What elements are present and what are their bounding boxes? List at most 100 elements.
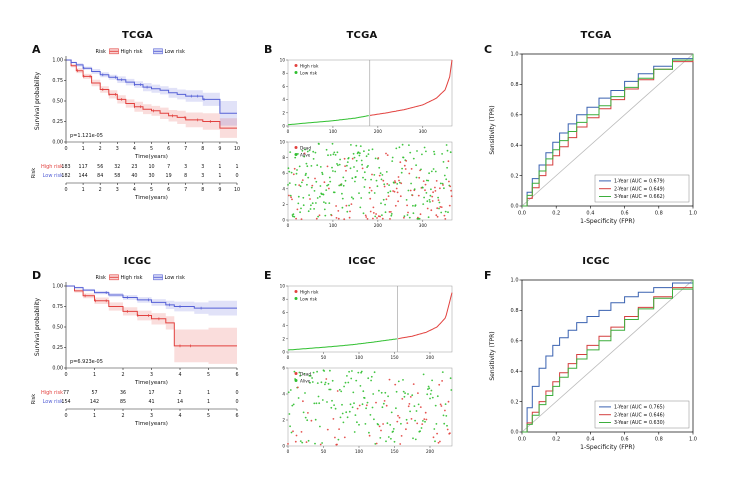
svg-text:4: 4 xyxy=(133,146,136,152)
svg-text:Risk: Risk xyxy=(96,49,106,55)
svg-text:0: 0 xyxy=(287,223,290,228)
svg-text:1.00: 1.00 xyxy=(52,284,63,290)
svg-text:Dead: Dead xyxy=(300,146,311,151)
svg-text:Low risk: Low risk xyxy=(43,399,63,405)
svg-text:3: 3 xyxy=(201,173,204,179)
svg-text:183: 183 xyxy=(61,164,70,170)
svg-text:154: 154 xyxy=(61,399,70,405)
svg-text:77: 77 xyxy=(63,390,69,396)
svg-text:1: 1 xyxy=(207,399,210,405)
svg-text:1-Specificity (FPR): 1-Specificity (FPR) xyxy=(580,218,635,225)
km-curve xyxy=(66,285,237,309)
svg-text:117: 117 xyxy=(79,164,88,170)
svg-text:2: 2 xyxy=(282,418,285,423)
roc-plot: 0.00.0 0.2 0.2 0.4 0.4 0.6 0.6 0.8 0.8 1.0 1.0 1-Sp… xyxy=(489,278,697,451)
panel-e-riskdist-icgc: ICGC E 0 2 4 6 8 10 High risk Low risk 0 50 100 150… xyxy=(262,256,462,481)
svg-text:40: 40 xyxy=(131,173,137,179)
svg-text:100: 100 xyxy=(329,223,337,228)
panel-d-km-icgc: ICGC D Risk High risk Low risk 0.00 0.25 0.50… xyxy=(30,256,245,481)
svg-text:0: 0 xyxy=(282,124,285,129)
svg-text:50: 50 xyxy=(321,355,327,360)
svg-text:150: 150 xyxy=(390,355,398,360)
svg-text:Dead: Dead xyxy=(300,372,311,377)
svg-text:56: 56 xyxy=(97,164,103,170)
svg-text:1: 1 xyxy=(93,413,96,419)
panel-letter: B xyxy=(264,43,273,56)
svg-text:8: 8 xyxy=(184,173,187,179)
svg-text:0.8: 0.8 xyxy=(655,211,663,217)
svg-text:1: 1 xyxy=(218,173,221,179)
svg-text:7: 7 xyxy=(184,187,187,193)
svg-text:182: 182 xyxy=(61,173,70,179)
svg-text:30: 30 xyxy=(148,173,154,179)
svg-text:0.4: 0.4 xyxy=(586,211,594,217)
svg-text:85: 85 xyxy=(120,399,126,405)
svg-text:4: 4 xyxy=(282,323,285,328)
svg-text:8: 8 xyxy=(201,187,204,193)
svg-text:0.00: 0.00 xyxy=(52,140,63,146)
svg-text:4: 4 xyxy=(282,392,285,397)
svg-text:14: 14 xyxy=(177,399,183,405)
svg-text:High risk: High risk xyxy=(121,275,143,281)
svg-text:0.25: 0.25 xyxy=(52,119,63,125)
svg-text:2: 2 xyxy=(282,202,285,207)
svg-text:144: 144 xyxy=(79,173,88,179)
svg-text:10: 10 xyxy=(280,58,286,63)
svg-text:0.8: 0.8 xyxy=(511,308,519,314)
svg-text:0: 0 xyxy=(64,146,67,152)
svg-text:0.4: 0.4 xyxy=(586,437,594,443)
svg-text:2: 2 xyxy=(121,413,124,419)
svg-text:Sensitivity (TPR): Sensitivity (TPR) xyxy=(489,331,496,380)
svg-text:Low risk: Low risk xyxy=(300,71,318,76)
svg-text:6: 6 xyxy=(167,146,170,152)
svg-text:3: 3 xyxy=(150,413,153,419)
svg-text:200: 200 xyxy=(426,449,434,454)
svg-text:2: 2 xyxy=(99,146,102,152)
svg-text:4: 4 xyxy=(282,186,285,191)
panel-letter: E xyxy=(264,269,272,282)
svg-text:1.0: 1.0 xyxy=(511,52,519,58)
svg-text:5: 5 xyxy=(150,146,153,152)
svg-text:6: 6 xyxy=(282,171,285,176)
svg-text:Low risk: Low risk xyxy=(165,275,185,281)
svg-text:Alive: Alive xyxy=(300,153,311,158)
svg-text:4: 4 xyxy=(282,97,285,102)
svg-text:0.25: 0.25 xyxy=(52,345,63,351)
svg-text:0: 0 xyxy=(235,390,238,396)
svg-text:0.2: 0.2 xyxy=(552,211,560,217)
panel-title: TCGA xyxy=(580,30,612,41)
svg-text:5: 5 xyxy=(207,372,210,378)
svg-text:2-Year (AUC = 0.649): 2-Year (AUC = 0.649) xyxy=(614,186,665,192)
svg-text:0.6: 0.6 xyxy=(621,437,629,443)
svg-text:1: 1 xyxy=(218,164,221,170)
svg-text:17: 17 xyxy=(148,390,154,396)
panel-title: ICGC xyxy=(582,256,610,267)
svg-text:3: 3 xyxy=(184,164,187,170)
svg-text:6: 6 xyxy=(235,413,238,419)
svg-text:0: 0 xyxy=(64,187,67,193)
svg-text:50: 50 xyxy=(321,449,327,454)
svg-text:High risk: High risk xyxy=(121,49,143,55)
panel-a-km-tcga: TCGA A Risk High risk Low risk 0.00 0.25 0.50… xyxy=(30,30,245,255)
svg-text:1.0: 1.0 xyxy=(511,278,519,284)
svg-text:2: 2 xyxy=(121,372,124,378)
svg-text:0: 0 xyxy=(64,413,67,419)
risk-distribution-chart-icgc: 0 2 4 6 8 10 High risk Low risk 0 50 100 150 200 0 2 4 6… xyxy=(280,284,453,454)
roc-curve xyxy=(522,54,694,207)
svg-text:200: 200 xyxy=(374,129,382,134)
svg-text:0.0: 0.0 xyxy=(518,211,526,217)
svg-text:1: 1 xyxy=(207,390,210,396)
panel-letter: F xyxy=(484,269,492,282)
roc-curve xyxy=(522,280,694,433)
svg-text:0: 0 xyxy=(287,355,290,360)
svg-text:6: 6 xyxy=(282,84,285,89)
risk-score-curve-low xyxy=(287,338,397,351)
panel-title: ICGC xyxy=(348,256,376,267)
svg-text:100: 100 xyxy=(329,129,337,134)
svg-text:100: 100 xyxy=(355,449,363,454)
svg-text:Time(years): Time(years) xyxy=(134,154,168,160)
svg-text:4: 4 xyxy=(178,372,181,378)
svg-text:0.0: 0.0 xyxy=(511,430,519,436)
svg-text:4: 4 xyxy=(133,187,136,193)
